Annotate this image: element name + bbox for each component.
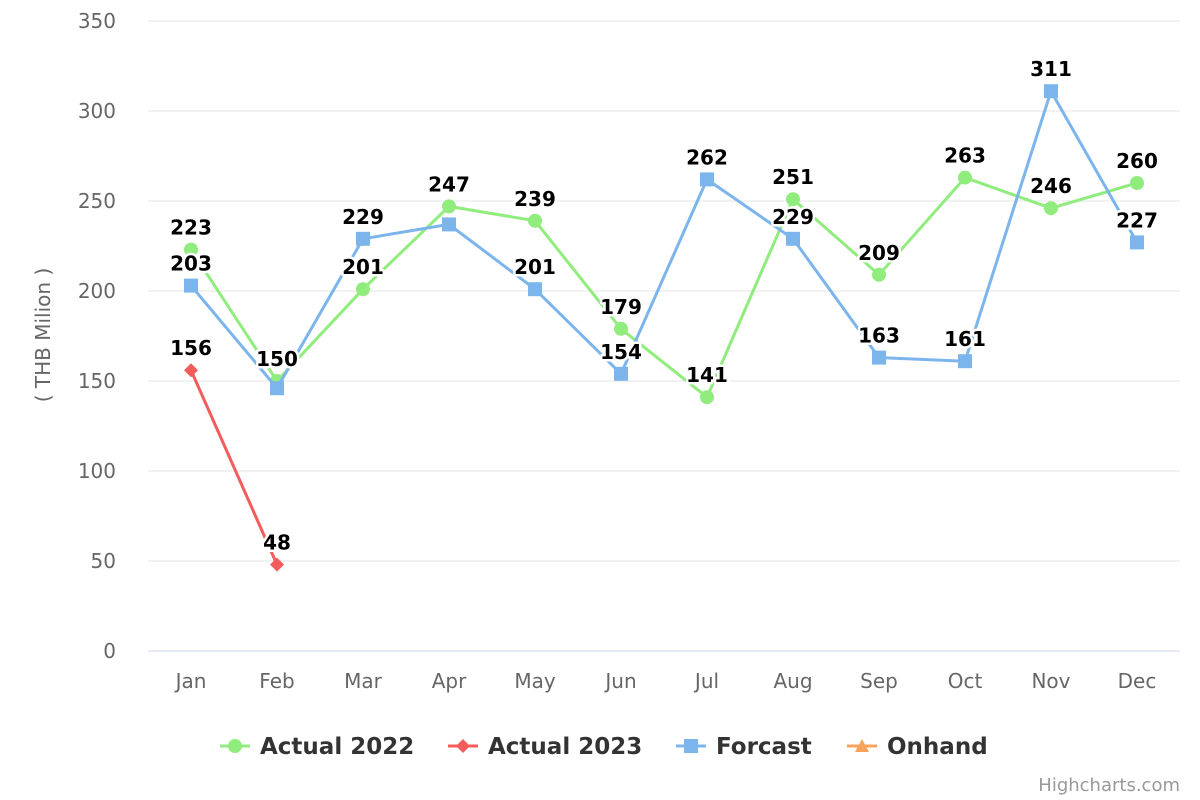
y-tick-label: 350	[78, 9, 116, 33]
y-axis-title: ( THB Milion )	[31, 268, 55, 403]
y-tick-label: 200	[78, 279, 116, 303]
x-tick-label: May	[514, 669, 556, 693]
x-axis-tick-labels: Jan Feb Mar Apr May Jun Jul Aug Sep Oct Nov Dec	[174, 669, 1157, 693]
y-tick-label: 0	[103, 639, 116, 663]
data-label-forcast: 229	[772, 205, 814, 229]
data-point-actual-2022	[1130, 176, 1144, 190]
series-line-forcast	[189, 89, 1139, 390]
legend-label-onhand: Onhand	[887, 734, 988, 760]
data-label-forcast: 161	[944, 327, 986, 351]
data-point-actual-2023	[270, 557, 284, 572]
data-point-actual-2022	[528, 213, 542, 228]
legend: Actual 2022 Actual 2023 Forcast Onhand	[220, 734, 988, 760]
data-point-forcast	[270, 381, 284, 396]
legend-label-actual-2022: Actual 2022	[260, 734, 414, 760]
y-tick-label: 100	[78, 459, 116, 483]
data-point-actual-2022	[1044, 201, 1058, 216]
data-label-forcast: 262	[686, 145, 728, 169]
legend-marker-actual-2022	[228, 739, 242, 753]
data-label-actual-2022: 223	[170, 216, 212, 240]
legend-marker-actual-2023	[456, 739, 470, 753]
data-label-forcast: 229	[342, 205, 384, 229]
data-point-actual-2022	[958, 170, 972, 185]
x-tick-label: Jun	[603, 669, 636, 693]
x-tick-label: Sep	[860, 669, 898, 693]
data-point-forcast	[958, 354, 972, 369]
data-point-forcast	[1044, 84, 1058, 99]
x-tick-label: Dec	[1118, 669, 1157, 693]
data-label-forcast: 203	[170, 252, 212, 276]
data-label-actual-2023: 48	[263, 531, 291, 555]
series-line-actual-2022	[189, 176, 1138, 399]
data-label-forcast: 227	[1116, 208, 1158, 232]
x-tick-label: Nov	[1031, 669, 1070, 693]
data-point-actual-2022	[356, 282, 370, 297]
series-forcast	[184, 84, 1144, 396]
credits-link[interactable]: Highcharts.com	[1038, 775, 1180, 796]
data-point-forcast	[442, 217, 456, 232]
x-tick-label: Jul	[693, 669, 719, 693]
data-point-forcast	[1130, 235, 1144, 250]
series-actual-2023	[184, 363, 284, 572]
data-point-actual-2022	[614, 321, 628, 336]
data-label-actual-2022: 201	[342, 255, 384, 279]
data-label-actual-2022: 251	[772, 165, 814, 189]
legend-marker-onhand	[855, 739, 869, 752]
data-label-actual-2022: 247	[428, 172, 470, 196]
data-point-actual-2023	[184, 363, 198, 378]
series-group	[184, 84, 1144, 572]
y-tick-label: 50	[91, 549, 116, 573]
data-label-forcast: 154	[600, 340, 642, 364]
data-label-actual-2022: 239	[514, 187, 556, 211]
x-tick-label: Mar	[344, 669, 383, 693]
data-point-actual-2022	[442, 199, 456, 214]
data-point-forcast	[184, 278, 198, 293]
data-point-actual-2022	[184, 242, 198, 257]
legend-item-actual-2023[interactable]: Actual 2023	[448, 734, 642, 760]
x-tick-label: Aug	[773, 669, 812, 693]
data-label-actual-2022: 260	[1116, 149, 1158, 173]
data-point-forcast	[614, 366, 628, 381]
legend-label-forcast: Forcast	[716, 734, 812, 760]
legend-label-actual-2023: Actual 2023	[488, 734, 642, 760]
grid-lines	[148, 20, 1180, 562]
data-label-actual-2022: 246	[1030, 174, 1072, 198]
series-line-actual-2023	[189, 369, 279, 566]
x-tick-label: Apr	[432, 669, 467, 693]
data-label-forcast: 311	[1030, 57, 1072, 81]
data-label-actual-2022: 209	[858, 241, 900, 265]
x-tick-label: Oct	[948, 669, 983, 693]
data-point-forcast	[786, 231, 800, 246]
legend-marker-forcast	[684, 739, 698, 753]
data-label-forcast: 201	[514, 255, 556, 279]
y-tick-label: 300	[78, 99, 116, 123]
data-label-actual-2022: 141	[686, 363, 728, 387]
data-labels: 223 150 201 247 239 179 141 251 209 263 246 260 156 4…	[168, 55, 1161, 557]
data-point-actual-2022	[872, 267, 886, 282]
data-label-actual-2022: 263	[944, 144, 986, 168]
data-point-forcast	[356, 231, 370, 246]
series-actual-2022	[184, 170, 1144, 405]
data-point-actual-2022	[786, 192, 800, 207]
data-point-forcast	[872, 350, 886, 365]
data-point-forcast	[528, 282, 542, 297]
data-label-forcast: 163	[858, 324, 900, 348]
legend-item-actual-2022[interactable]: Actual 2022	[220, 734, 414, 760]
x-tick-label: Feb	[259, 669, 294, 693]
data-label-actual-2022: 179	[600, 295, 642, 319]
legend-item-forcast[interactable]: Forcast	[676, 734, 812, 760]
x-tick-label: Jan	[174, 669, 207, 693]
data-label-actual-2023: 156	[170, 336, 212, 360]
y-axis-tick-labels: 0 50 100 150 200 250 300 350	[78, 9, 116, 663]
data-point-actual-2022	[700, 390, 714, 405]
data-point-forcast	[700, 172, 714, 187]
y-tick-label: 150	[78, 369, 116, 393]
data-label-actual-2022: 150	[256, 347, 298, 371]
y-tick-label: 250	[78, 189, 116, 213]
legend-item-onhand[interactable]: Onhand	[847, 734, 988, 760]
